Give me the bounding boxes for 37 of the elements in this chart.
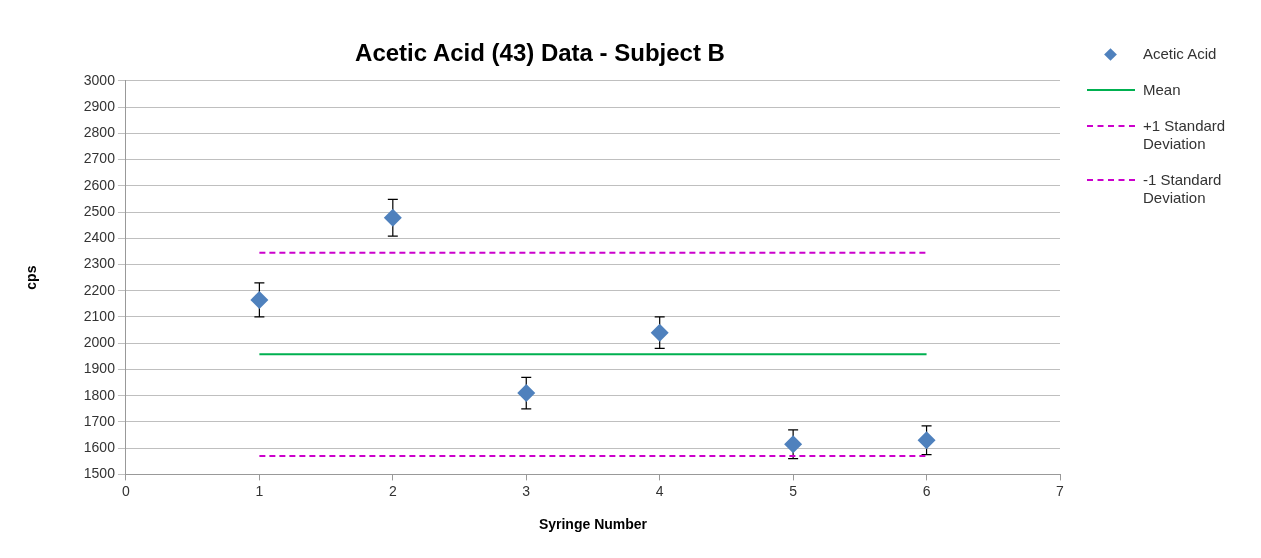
legend-label: Acetic Acid <box>1143 45 1217 63</box>
x-tick-label: 7 <box>1056 482 1065 499</box>
y-tick-label: 2000 <box>83 334 116 351</box>
y-tick-label: 1800 <box>83 386 116 403</box>
y-tick-label: 1900 <box>83 360 116 377</box>
x-tick-label: 5 <box>789 482 798 499</box>
x-tick-label: 1 <box>255 482 264 499</box>
y-tick-label: 2500 <box>83 202 116 219</box>
y-tick-label: 3000 <box>83 71 116 88</box>
x-tick-label: 4 <box>655 482 664 499</box>
y-tick-label: 1500 <box>83 465 116 482</box>
y-tick-label: 2100 <box>83 307 116 324</box>
y-tick-label: 2300 <box>83 255 116 272</box>
y-tick-label: 2400 <box>83 229 116 246</box>
chart-title: Acetic Acid (43) Data - Subject B <box>355 39 725 67</box>
point <box>917 431 936 450</box>
point <box>784 435 803 454</box>
point <box>383 208 402 227</box>
y-axis-title: cps <box>23 265 40 290</box>
legend-label: +1 Standard Deviation <box>1143 117 1227 153</box>
x-axis-title: Syringe Number <box>538 516 648 533</box>
point <box>250 290 269 309</box>
point <box>517 384 536 403</box>
point <box>650 323 669 342</box>
legend-label: Mean <box>1143 81 1181 99</box>
x-tick-label: 3 <box>522 482 531 499</box>
y-tick-label: 2800 <box>83 124 116 141</box>
y-tick-label: 1700 <box>83 412 116 429</box>
y-tick-label: 2900 <box>83 97 116 114</box>
y-tick-label: 2200 <box>83 281 116 298</box>
x-tick-label: 6 <box>922 482 931 499</box>
y-tick-label: 2600 <box>83 176 116 193</box>
legend-label: -1 Standard Deviation <box>1143 171 1223 207</box>
y-tick-label: 2700 <box>83 150 116 167</box>
x-tick-label: 2 <box>388 482 397 499</box>
y-tick-label: 1600 <box>83 439 116 456</box>
x-tick-label: 0 <box>122 482 131 499</box>
